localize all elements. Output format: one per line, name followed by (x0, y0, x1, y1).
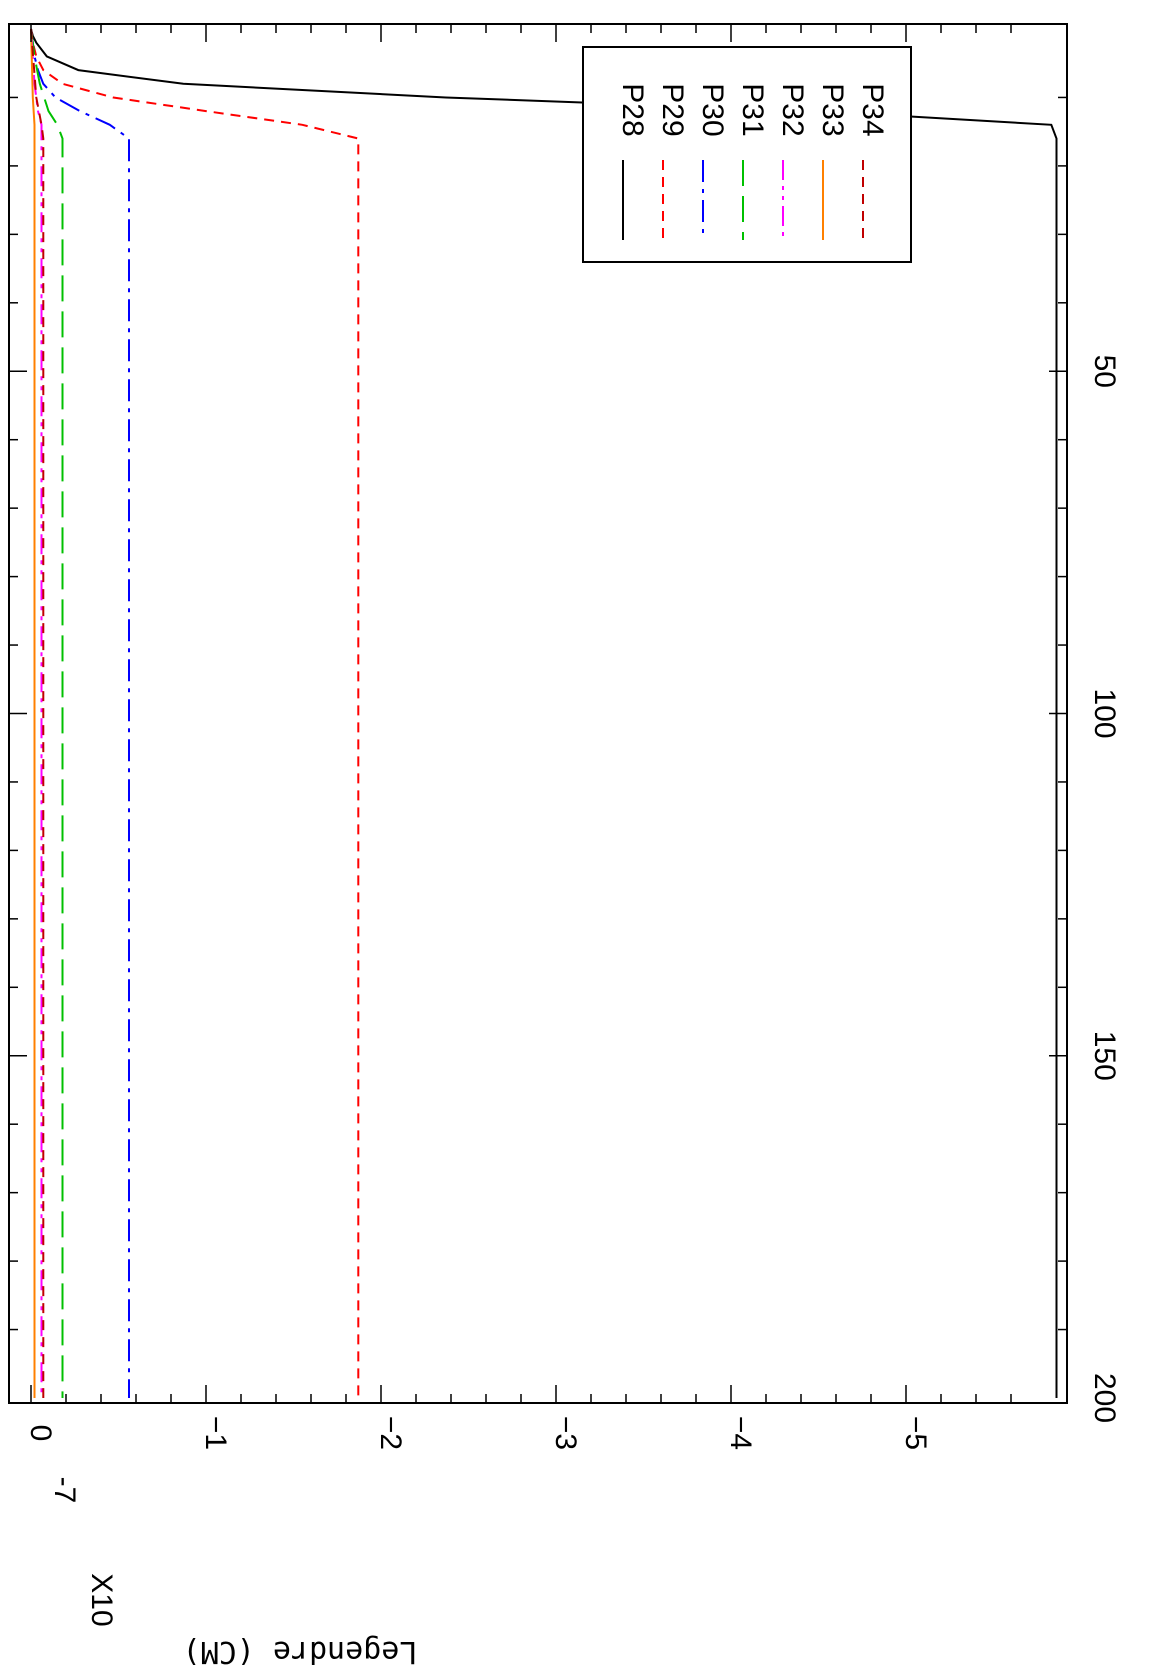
series-lines (30, 28, 1058, 1398)
series-line-p29 (30, 28, 360, 1398)
legend-label-p32: P32 (776, 83, 809, 136)
legend-label-p29: P29 (656, 83, 689, 136)
y-tick-label: −4 (724, 1416, 757, 1450)
tick-labels: 50 100 150 200 0 −1 −2 −3 −4 −5 (24, 355, 1121, 1451)
y-multiplier: X10 -7 (48, 1477, 118, 1627)
series-line-p28 (30, 28, 1058, 1398)
series-line-p32 (30, 28, 43, 1398)
legend-label-p28: P28 (616, 83, 649, 136)
series-line-p34 (30, 28, 45, 1398)
y-axis-label: Legendre (CM) (183, 1634, 418, 1669)
x-tick-label: 100 (1088, 688, 1121, 738)
x-tick-label: 200 (1088, 1373, 1121, 1423)
x-tick-label: 150 (1088, 1031, 1121, 1081)
y-tick-label: −2 (374, 1416, 407, 1450)
series-line-p31 (30, 28, 64, 1398)
y-tick-label: −1 (199, 1416, 232, 1450)
legend-box (582, 46, 912, 263)
y-tick-label: −5 (899, 1416, 932, 1450)
axis-ticks (9, 24, 1067, 1403)
y-multiplier-exponent: -7 (48, 1477, 81, 1504)
y-multiplier-base: X10 (85, 1573, 118, 1626)
legend: P28 P29 P30 P31 P32 P33 P34 (582, 46, 912, 263)
legend-label-p34: P34 (856, 83, 889, 136)
y-tick-label: −3 (549, 1416, 582, 1450)
legend-label-p30: P30 (696, 83, 729, 136)
x-tick-label: 50 (1088, 355, 1121, 388)
series-line-p33 (30, 28, 36, 1398)
series-line-p30 (30, 28, 130, 1398)
legend-label-p33: P33 (816, 83, 849, 136)
y-tick-label: 0 (24, 1425, 57, 1442)
legend-label-p31: P31 (736, 83, 769, 136)
